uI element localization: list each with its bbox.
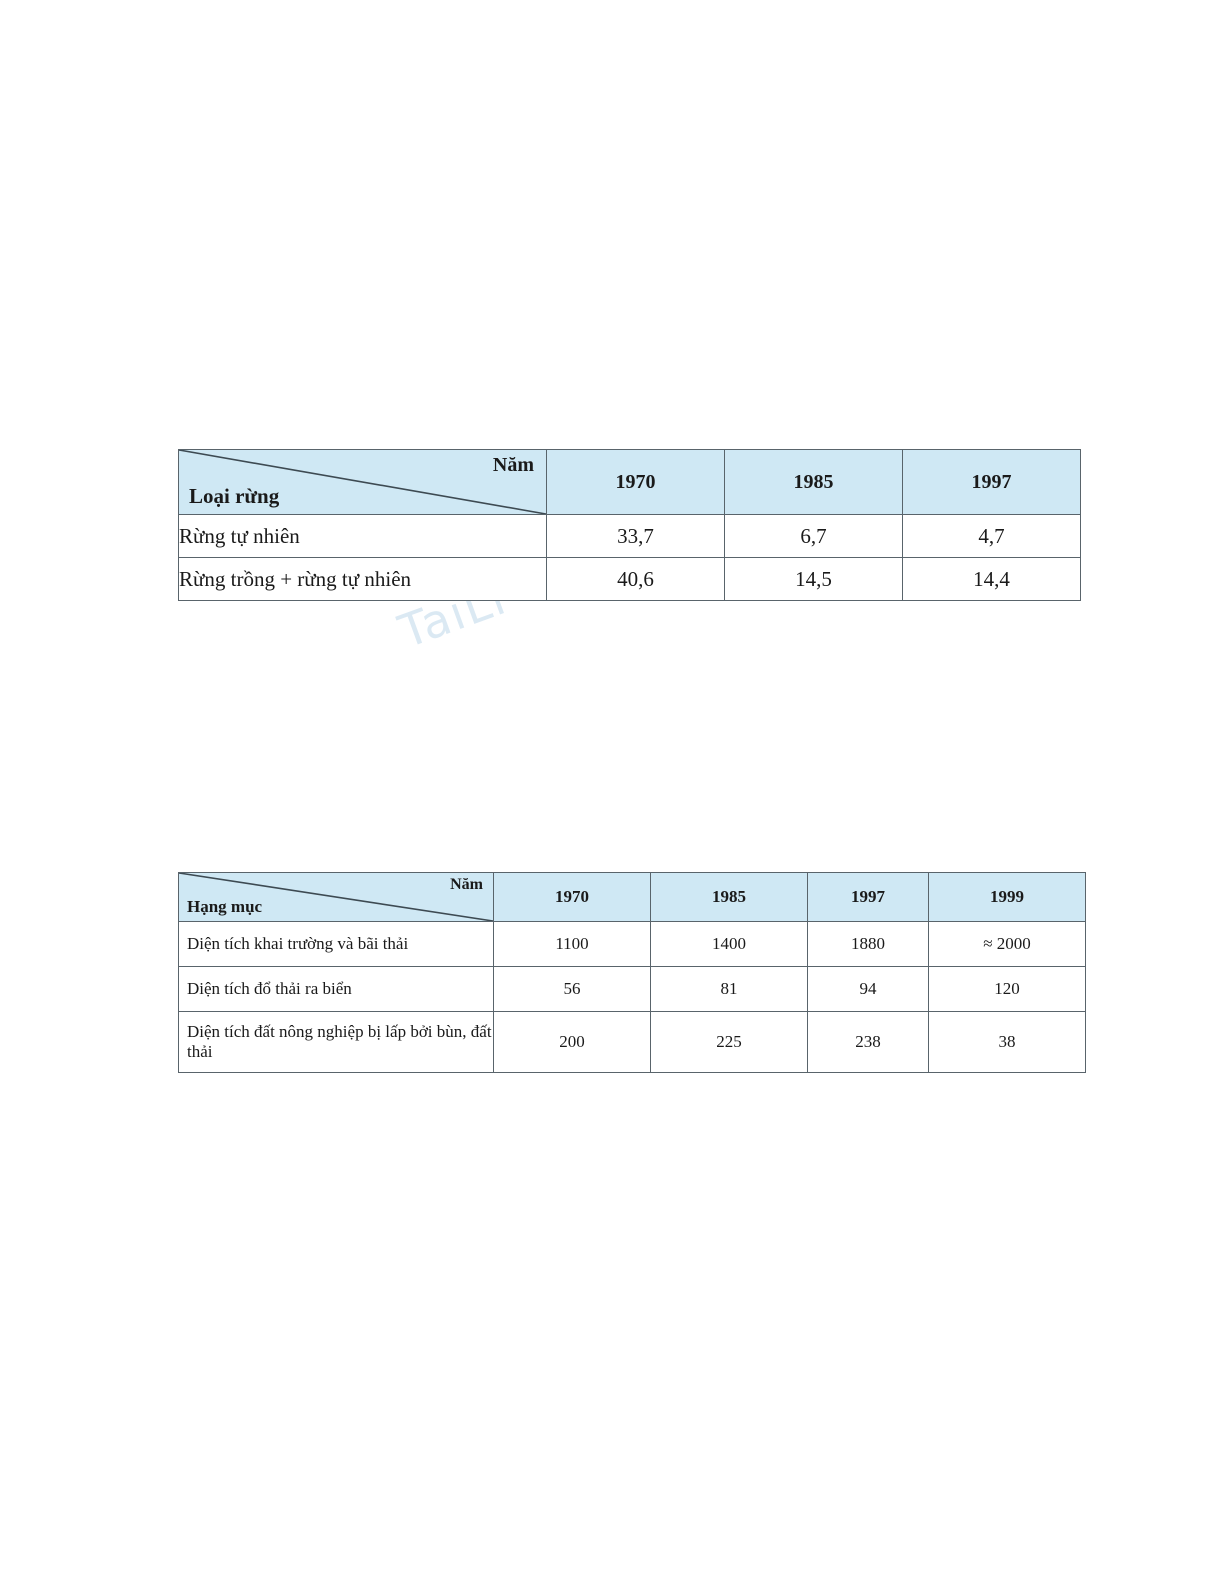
cell-sea-waste-1997: 94 — [807, 966, 929, 1012]
cell-mining-area-1985: 1400 — [650, 921, 808, 967]
row-label-natural-forest: Rừng tự nhiên — [178, 514, 547, 558]
column-axis-label: Năm — [450, 876, 483, 893]
cell-planted-plus-natural-1985: 14,5 — [724, 557, 903, 601]
table-header-row: Năm Loại rừng 1970 1985 1997 — [178, 449, 1081, 515]
table-header-row: Năm Hạng mục 1970 1985 1997 1999 — [178, 872, 1086, 922]
year-header-1997: 1997 — [902, 449, 1081, 515]
mining-impact-table: Năm Hạng mục 1970 1985 1997 1999 Diện tí… — [178, 872, 1086, 1073]
table-row: Diện tích đất nông nghiệp bị lấp bởi bùn… — [178, 1011, 1086, 1073]
cell-planted-plus-natural-1970: 40,6 — [546, 557, 725, 601]
cell-natural-forest-1985: 6,7 — [724, 514, 903, 558]
table-row: Diện tích khai trường và bãi thải 1100 1… — [178, 921, 1086, 967]
table-row: Rừng tự nhiên 33,7 6,7 4,7 — [178, 514, 1081, 558]
table-row: Rừng trồng + rừng tự nhiên 40,6 14,5 14,… — [178, 557, 1081, 601]
cell-mining-area-1970: 1100 — [493, 921, 651, 967]
year-header-1999: 1999 — [928, 872, 1086, 922]
table-row: Diện tích đổ thải ra biển 56 81 94 120 — [178, 966, 1086, 1012]
year-header-1970: 1970 — [546, 449, 725, 515]
forest-area-table: Năm Loại rừng 1970 1985 1997 Rừng tự nhi… — [178, 449, 1081, 601]
cell-natural-forest-1970: 33,7 — [546, 514, 725, 558]
cell-planted-plus-natural-1997: 14,4 — [902, 557, 1081, 601]
cell-buried-land-1985: 225 — [650, 1011, 808, 1073]
cell-buried-land-1970: 200 — [493, 1011, 651, 1073]
cell-buried-land-1999: 38 — [928, 1011, 1086, 1073]
cell-mining-area-1997: 1880 — [807, 921, 929, 967]
corner-header-cell: Năm Loại rừng — [178, 449, 547, 515]
cell-sea-waste-1985: 81 — [650, 966, 808, 1012]
year-header-1997: 1997 — [807, 872, 929, 922]
cell-mining-area-1999: ≈ 2000 — [928, 921, 1086, 967]
cell-buried-land-1997: 238 — [807, 1011, 929, 1073]
row-label-planted-plus-natural-forest: Rừng trồng + rừng tự nhiên — [178, 557, 547, 601]
cell-natural-forest-1997: 4,7 — [902, 514, 1081, 558]
row-label-sea-waste-dump-area: Diện tích đổ thải ra biển — [178, 966, 494, 1012]
cell-sea-waste-1999: 120 — [928, 966, 1086, 1012]
row-label-mining-site-and-waste-dump-area: Diện tích khai trường và bãi thải — [178, 921, 494, 967]
column-axis-label: Năm — [492, 454, 534, 476]
corner-header-cell: Năm Hạng mục — [178, 872, 494, 922]
year-header-1985: 1985 — [724, 449, 903, 515]
row-label-buried-agricultural-land: Diện tích đất nông nghiệp bị lấp bởi bùn… — [178, 1011, 494, 1073]
cell-sea-waste-1970: 56 — [493, 966, 651, 1012]
row-axis-label: Hạng mục — [187, 897, 263, 916]
row-axis-label: Loại rừng — [189, 484, 280, 508]
year-header-1985: 1985 — [650, 872, 808, 922]
year-header-1970: 1970 — [493, 872, 651, 922]
